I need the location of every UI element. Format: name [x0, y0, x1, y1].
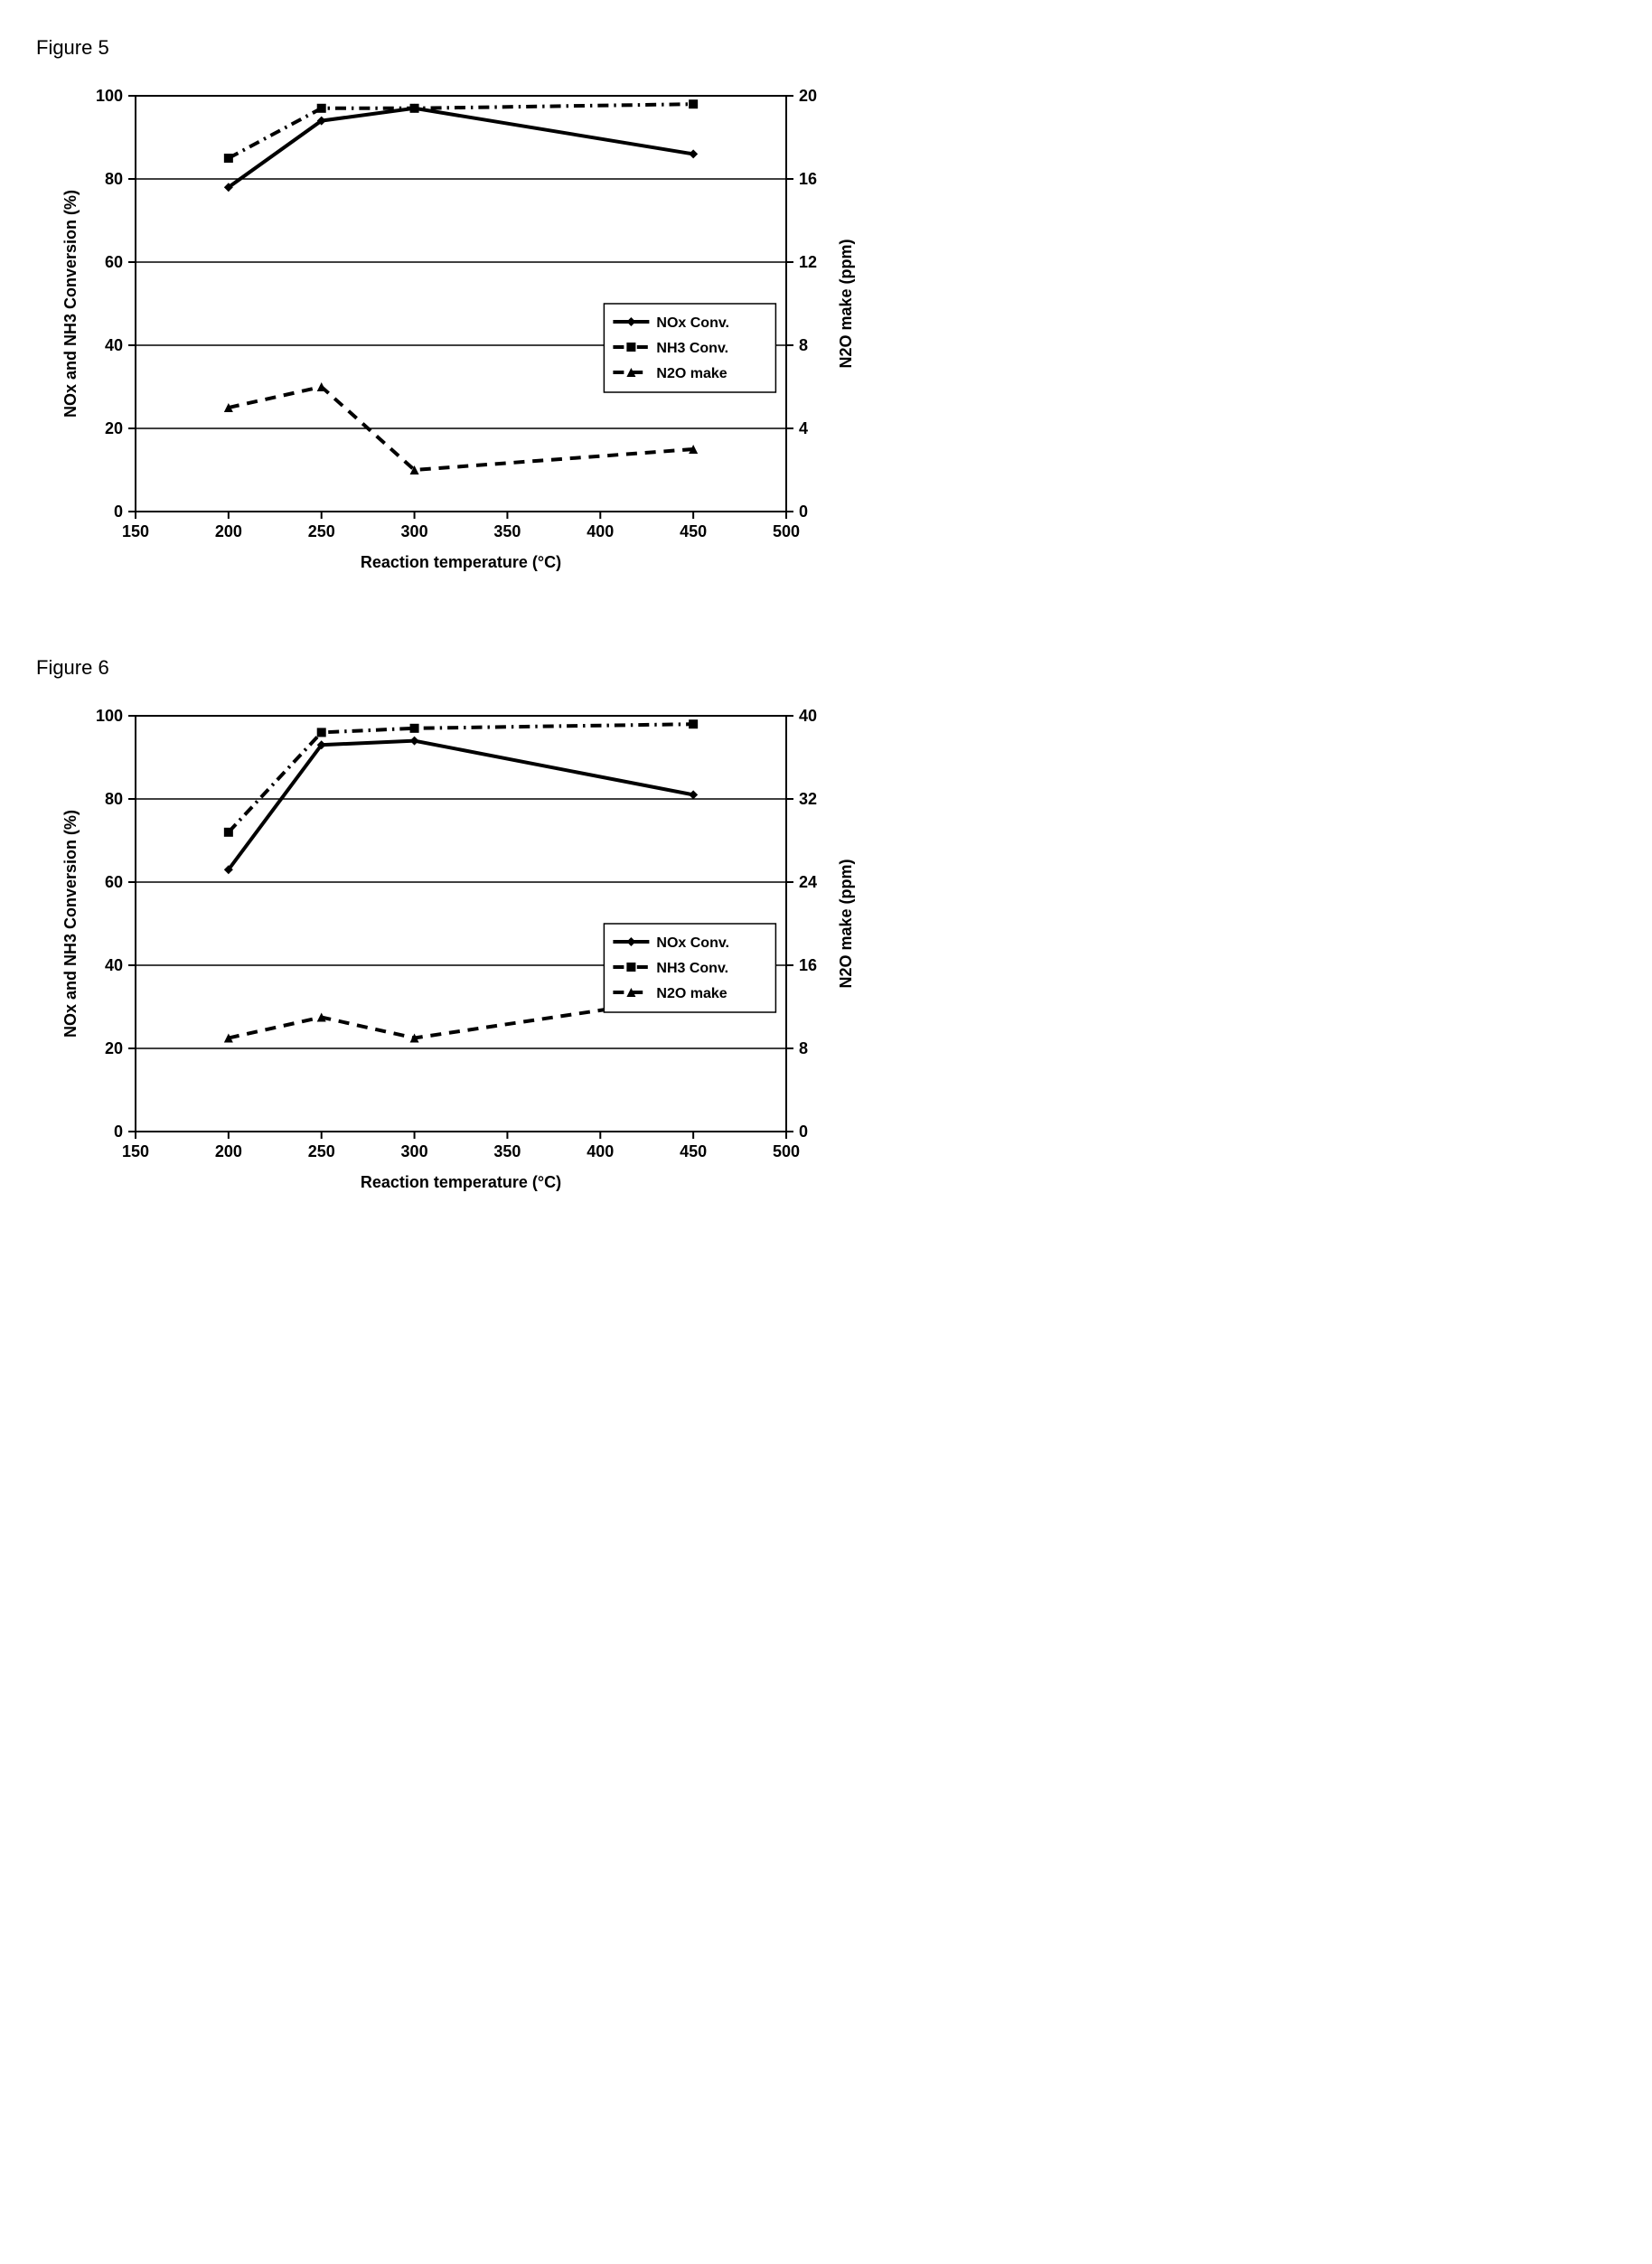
- legend-label: N2O make: [656, 366, 727, 381]
- ytick-left-label: 20: [105, 1039, 123, 1057]
- ylabel-left: NOx and NH3 Conversion (%): [61, 190, 80, 418]
- xtick-label: 200: [215, 522, 242, 540]
- chart-wrap: 1502002503003504004505000204060801000816…: [54, 698, 868, 1204]
- ytick-left-label: 100: [96, 87, 123, 105]
- ylabel-right: N2O make (ppm): [837, 859, 855, 988]
- ytick-right-label: 8: [799, 336, 808, 354]
- ytick-left-label: 20: [105, 419, 123, 437]
- legend-label: NH3 Conv.: [656, 341, 728, 356]
- ytick-left-label: 40: [105, 956, 123, 974]
- xlabel: Reaction temperature (°C): [361, 1173, 561, 1191]
- ytick-right-label: 12: [799, 253, 817, 271]
- ytick-right-label: 16: [799, 170, 817, 188]
- ylabel-left: NOx and NH3 Conversion (%): [61, 810, 80, 1038]
- xtick-label: 350: [493, 1142, 521, 1160]
- xtick-label: 400: [587, 1142, 614, 1160]
- xtick-label: 200: [215, 1142, 242, 1160]
- legend-label: N2O make: [656, 986, 727, 1001]
- ytick-left-label: 100: [96, 707, 123, 725]
- xtick-label: 400: [587, 522, 614, 540]
- xtick-label: 300: [401, 522, 428, 540]
- xtick-label: 150: [122, 1142, 149, 1160]
- ytick-left-label: 0: [114, 1123, 123, 1141]
- ytick-right-label: 0: [799, 503, 808, 521]
- xtick-label: 150: [122, 522, 149, 540]
- ytick-left-label: 0: [114, 503, 123, 521]
- xtick-label: 500: [773, 522, 800, 540]
- xtick-label: 350: [493, 522, 521, 540]
- ytick-right-label: 24: [799, 873, 817, 891]
- figure-block: Figure 515020025030035040045050002040608…: [36, 36, 1616, 584]
- ylabel-right: N2O make (ppm): [837, 239, 855, 368]
- xtick-label: 500: [773, 1142, 800, 1160]
- ytick-right-label: 8: [799, 1039, 808, 1057]
- legend-label: NOx Conv.: [656, 315, 729, 331]
- ytick-left-label: 80: [105, 170, 123, 188]
- ytick-left-label: 80: [105, 790, 123, 808]
- figure-block: Figure 615020025030035040045050002040608…: [36, 656, 1616, 1204]
- chart-wrap: 1502002503003504004505000204060801000481…: [54, 78, 868, 584]
- ytick-right-label: 40: [799, 707, 817, 725]
- xtick-label: 450: [680, 1142, 707, 1160]
- chart: 1502002503003504004505000204060801000816…: [54, 698, 868, 1204]
- xtick-label: 300: [401, 1142, 428, 1160]
- xtick-label: 250: [308, 522, 335, 540]
- ytick-left-label: 60: [105, 253, 123, 271]
- figure-title: Figure 5: [36, 36, 1616, 60]
- legend-label: NH3 Conv.: [656, 961, 728, 976]
- ytick-right-label: 32: [799, 790, 817, 808]
- ytick-right-label: 16: [799, 956, 817, 974]
- chart: 1502002503003504004505000204060801000481…: [54, 78, 868, 584]
- legend-label: NOx Conv.: [656, 935, 729, 951]
- xtick-label: 450: [680, 522, 707, 540]
- xlabel: Reaction temperature (°C): [361, 553, 561, 571]
- ytick-left-label: 60: [105, 873, 123, 891]
- ytick-right-label: 4: [799, 419, 808, 437]
- figure-title: Figure 6: [36, 656, 1616, 680]
- xtick-label: 250: [308, 1142, 335, 1160]
- ytick-right-label: 20: [799, 87, 817, 105]
- ytick-right-label: 0: [799, 1123, 808, 1141]
- ytick-left-label: 40: [105, 336, 123, 354]
